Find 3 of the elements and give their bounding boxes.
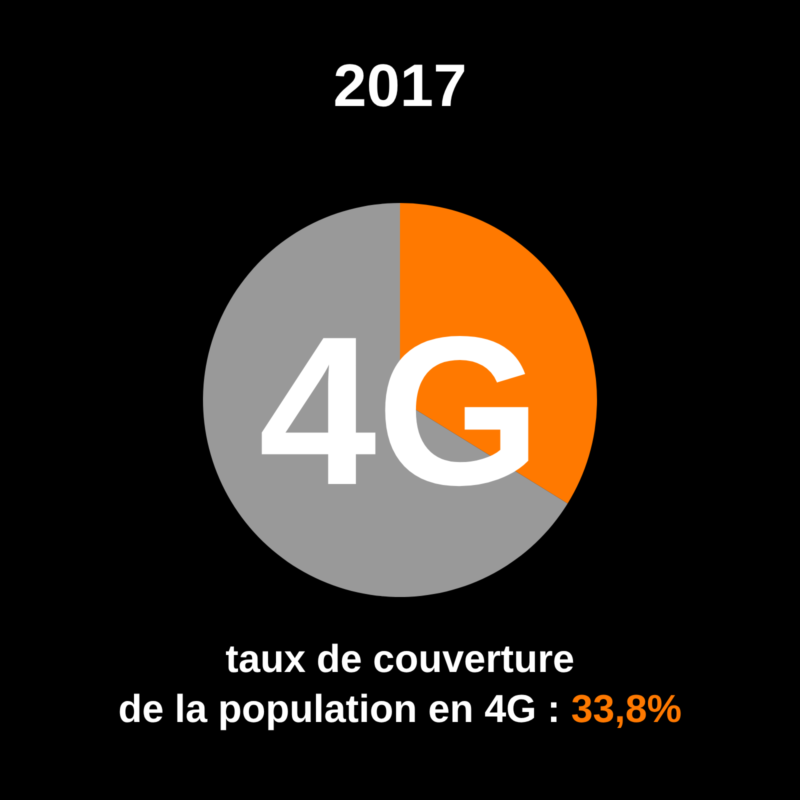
text: de la population en 4G : 33,8% — [118, 688, 682, 731]
chart-title: 2017 — [333, 52, 467, 119]
text: taux de couverture — [226, 638, 574, 681]
